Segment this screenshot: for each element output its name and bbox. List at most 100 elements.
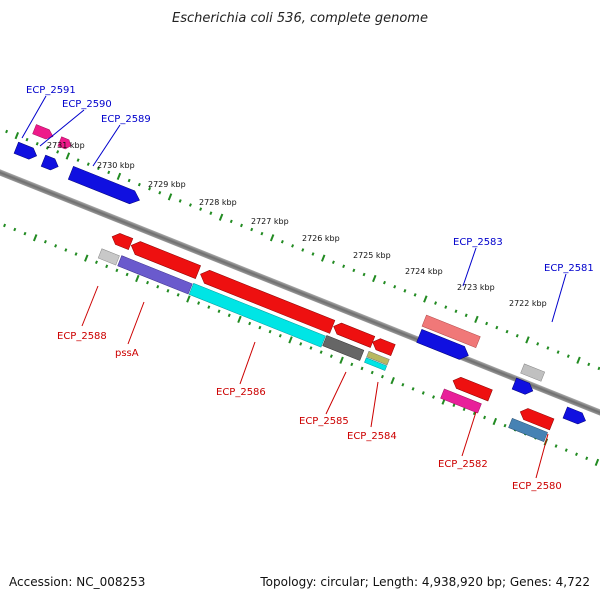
scale-minor-tick	[125, 272, 129, 277]
scale-minor-tick	[229, 219, 233, 224]
scale-minor-tick	[127, 178, 131, 183]
gene-ecp-2583b[interactable]	[416, 329, 471, 362]
scale-major-tick	[474, 315, 479, 324]
gene-label-ecp-2590[interactable]: ECP_2590	[62, 99, 112, 110]
gene-label-ecp-2585[interactable]: ECP_2585	[299, 416, 349, 427]
scale-minor-tick	[148, 186, 152, 191]
scale-minor-tick	[248, 321, 252, 326]
gene-label-ecp-2582[interactable]: ECP_2582	[438, 459, 488, 470]
map-title: Escherichia coli 536, complete genome	[172, 11, 428, 26]
scale-minor-tick	[462, 407, 466, 412]
gene-label-ecp-2591[interactable]: ECP_2591	[26, 85, 76, 96]
scale-minor-tick	[260, 231, 264, 236]
scale-minor-tick	[166, 289, 170, 293]
gene-ecp-2591[interactable]	[32, 124, 55, 142]
scale-minor-tick	[301, 248, 305, 252]
gene-ecp-2582[interactable]	[440, 388, 482, 414]
scale-minor-tick	[546, 346, 550, 350]
gene-psa[interactable]	[117, 255, 193, 295]
scale-major-tick	[116, 172, 122, 181]
scale-major-tick	[288, 336, 293, 344]
gene-ecp-2579[interactable]	[562, 406, 588, 426]
gene-ecp-2581b[interactable]	[511, 377, 535, 397]
scale-minor-tick	[188, 203, 192, 207]
gene-ecp-2580a[interactable]	[518, 406, 555, 431]
gene-ecp-2580[interactable]	[508, 417, 548, 443]
scale-minor-tick	[352, 268, 356, 273]
scale-minor-tick	[278, 333, 282, 338]
scale-minor-tick	[464, 313, 468, 318]
scale-minor-tick	[495, 325, 499, 330]
scale-minor-tick	[311, 252, 315, 256]
scale-major-tick	[167, 193, 173, 201]
scale-minor-tick	[94, 260, 98, 264]
gene-ecp-2585a[interactable]	[331, 321, 376, 348]
scale-minor-tick	[43, 240, 47, 244]
gene-label-ecp-2580[interactable]: ECP_2580	[512, 481, 562, 492]
scale-minor-tick	[97, 166, 101, 171]
scale-major-tick	[84, 254, 89, 262]
scale-minor-tick	[413, 293, 417, 297]
gene-ecp-2590[interactable]	[57, 136, 73, 151]
gene-ecp-2588a[interactable]	[110, 231, 134, 251]
scale-minor-tick	[319, 350, 323, 354]
scale-minor-tick	[105, 264, 109, 269]
gene-ecp-2584[interactable]	[366, 350, 390, 366]
genome-axis	[0, 149, 600, 438]
gene-label-pssa[interactable]: pssA	[115, 348, 139, 359]
scale-minor-tick	[13, 227, 17, 232]
scale-major-tick	[32, 234, 38, 242]
gene-label-ecp-2589[interactable]: ECP_2589	[101, 114, 151, 125]
gene-label-ecp-2588[interactable]: ECP_2588	[57, 331, 107, 342]
scale-minor-tick	[268, 329, 272, 334]
scale-minor-tick	[342, 264, 346, 269]
scale-minor-tick	[432, 395, 436, 399]
scale-minor-tick	[329, 354, 333, 358]
scale-minor-tick	[158, 191, 162, 195]
gene-ecp-2583[interactable]	[421, 314, 481, 349]
scale-minor-tick	[5, 129, 9, 134]
scale-label: 2730 kbp	[97, 161, 135, 170]
scale-minor-tick	[207, 305, 211, 309]
gene-ecp-2588[interactable]	[97, 248, 120, 266]
scale-minor-tick	[444, 305, 448, 309]
scale-minor-tick	[209, 211, 213, 215]
gene-ecp-2592[interactable]	[13, 141, 39, 161]
forward-gene-labels	[21, 95, 567, 323]
scale-label: 2724 kbp	[405, 267, 443, 276]
gene-ecp-2582a[interactable]	[451, 375, 493, 402]
scale-major-tick	[186, 295, 191, 303]
scale-minor-tick	[434, 301, 438, 305]
gene-label-ecp-2581[interactable]: ECP_2581	[544, 263, 594, 274]
scale-labels: 2731 kbp 2730 kbp 2729 kbp 2728 kbp 2727…	[47, 141, 547, 308]
gene-ecp-2586a[interactable]	[198, 268, 336, 334]
scale-major-tick	[218, 213, 224, 221]
gene-ecp-2584a[interactable]	[370, 336, 396, 357]
reverse-strand-features	[97, 231, 555, 443]
gene-label-ecp-2584[interactable]: ECP_2584	[347, 431, 397, 442]
scale-major-tick	[423, 295, 428, 303]
scale-major-tick	[65, 152, 71, 160]
scale-major-tick	[525, 336, 530, 344]
gene-ecp-2581[interactable]	[520, 363, 546, 382]
scale-minor-tick	[156, 284, 160, 289]
scale-minor-tick	[554, 444, 558, 448]
scale-minor-tick	[485, 321, 489, 326]
scale-minor-tick	[56, 150, 60, 154]
scale-minor-tick	[362, 272, 366, 277]
gene-ecp-2585[interactable]	[322, 335, 365, 361]
scale-minor-tick	[250, 227, 254, 232]
gene-ecp-2590b[interactable]	[40, 154, 60, 172]
gene-ecp-2584b[interactable]	[364, 357, 388, 371]
gene-ecp-2587[interactable]	[129, 239, 201, 279]
scale-minor-tick	[217, 309, 221, 314]
scale-minor-tick	[299, 342, 303, 346]
gene-ecp-2586[interactable]	[188, 282, 326, 348]
scale-major-tick	[269, 234, 275, 242]
gene-label-ecp-2586[interactable]: ECP_2586	[216, 387, 266, 398]
scale-major-tick	[372, 274, 377, 283]
scale-track-top	[5, 129, 600, 371]
gene-label-ecp-2583[interactable]: ECP_2583	[453, 237, 503, 248]
scale-major-tick	[390, 377, 395, 385]
gene-ecp-2589[interactable]	[67, 165, 142, 206]
